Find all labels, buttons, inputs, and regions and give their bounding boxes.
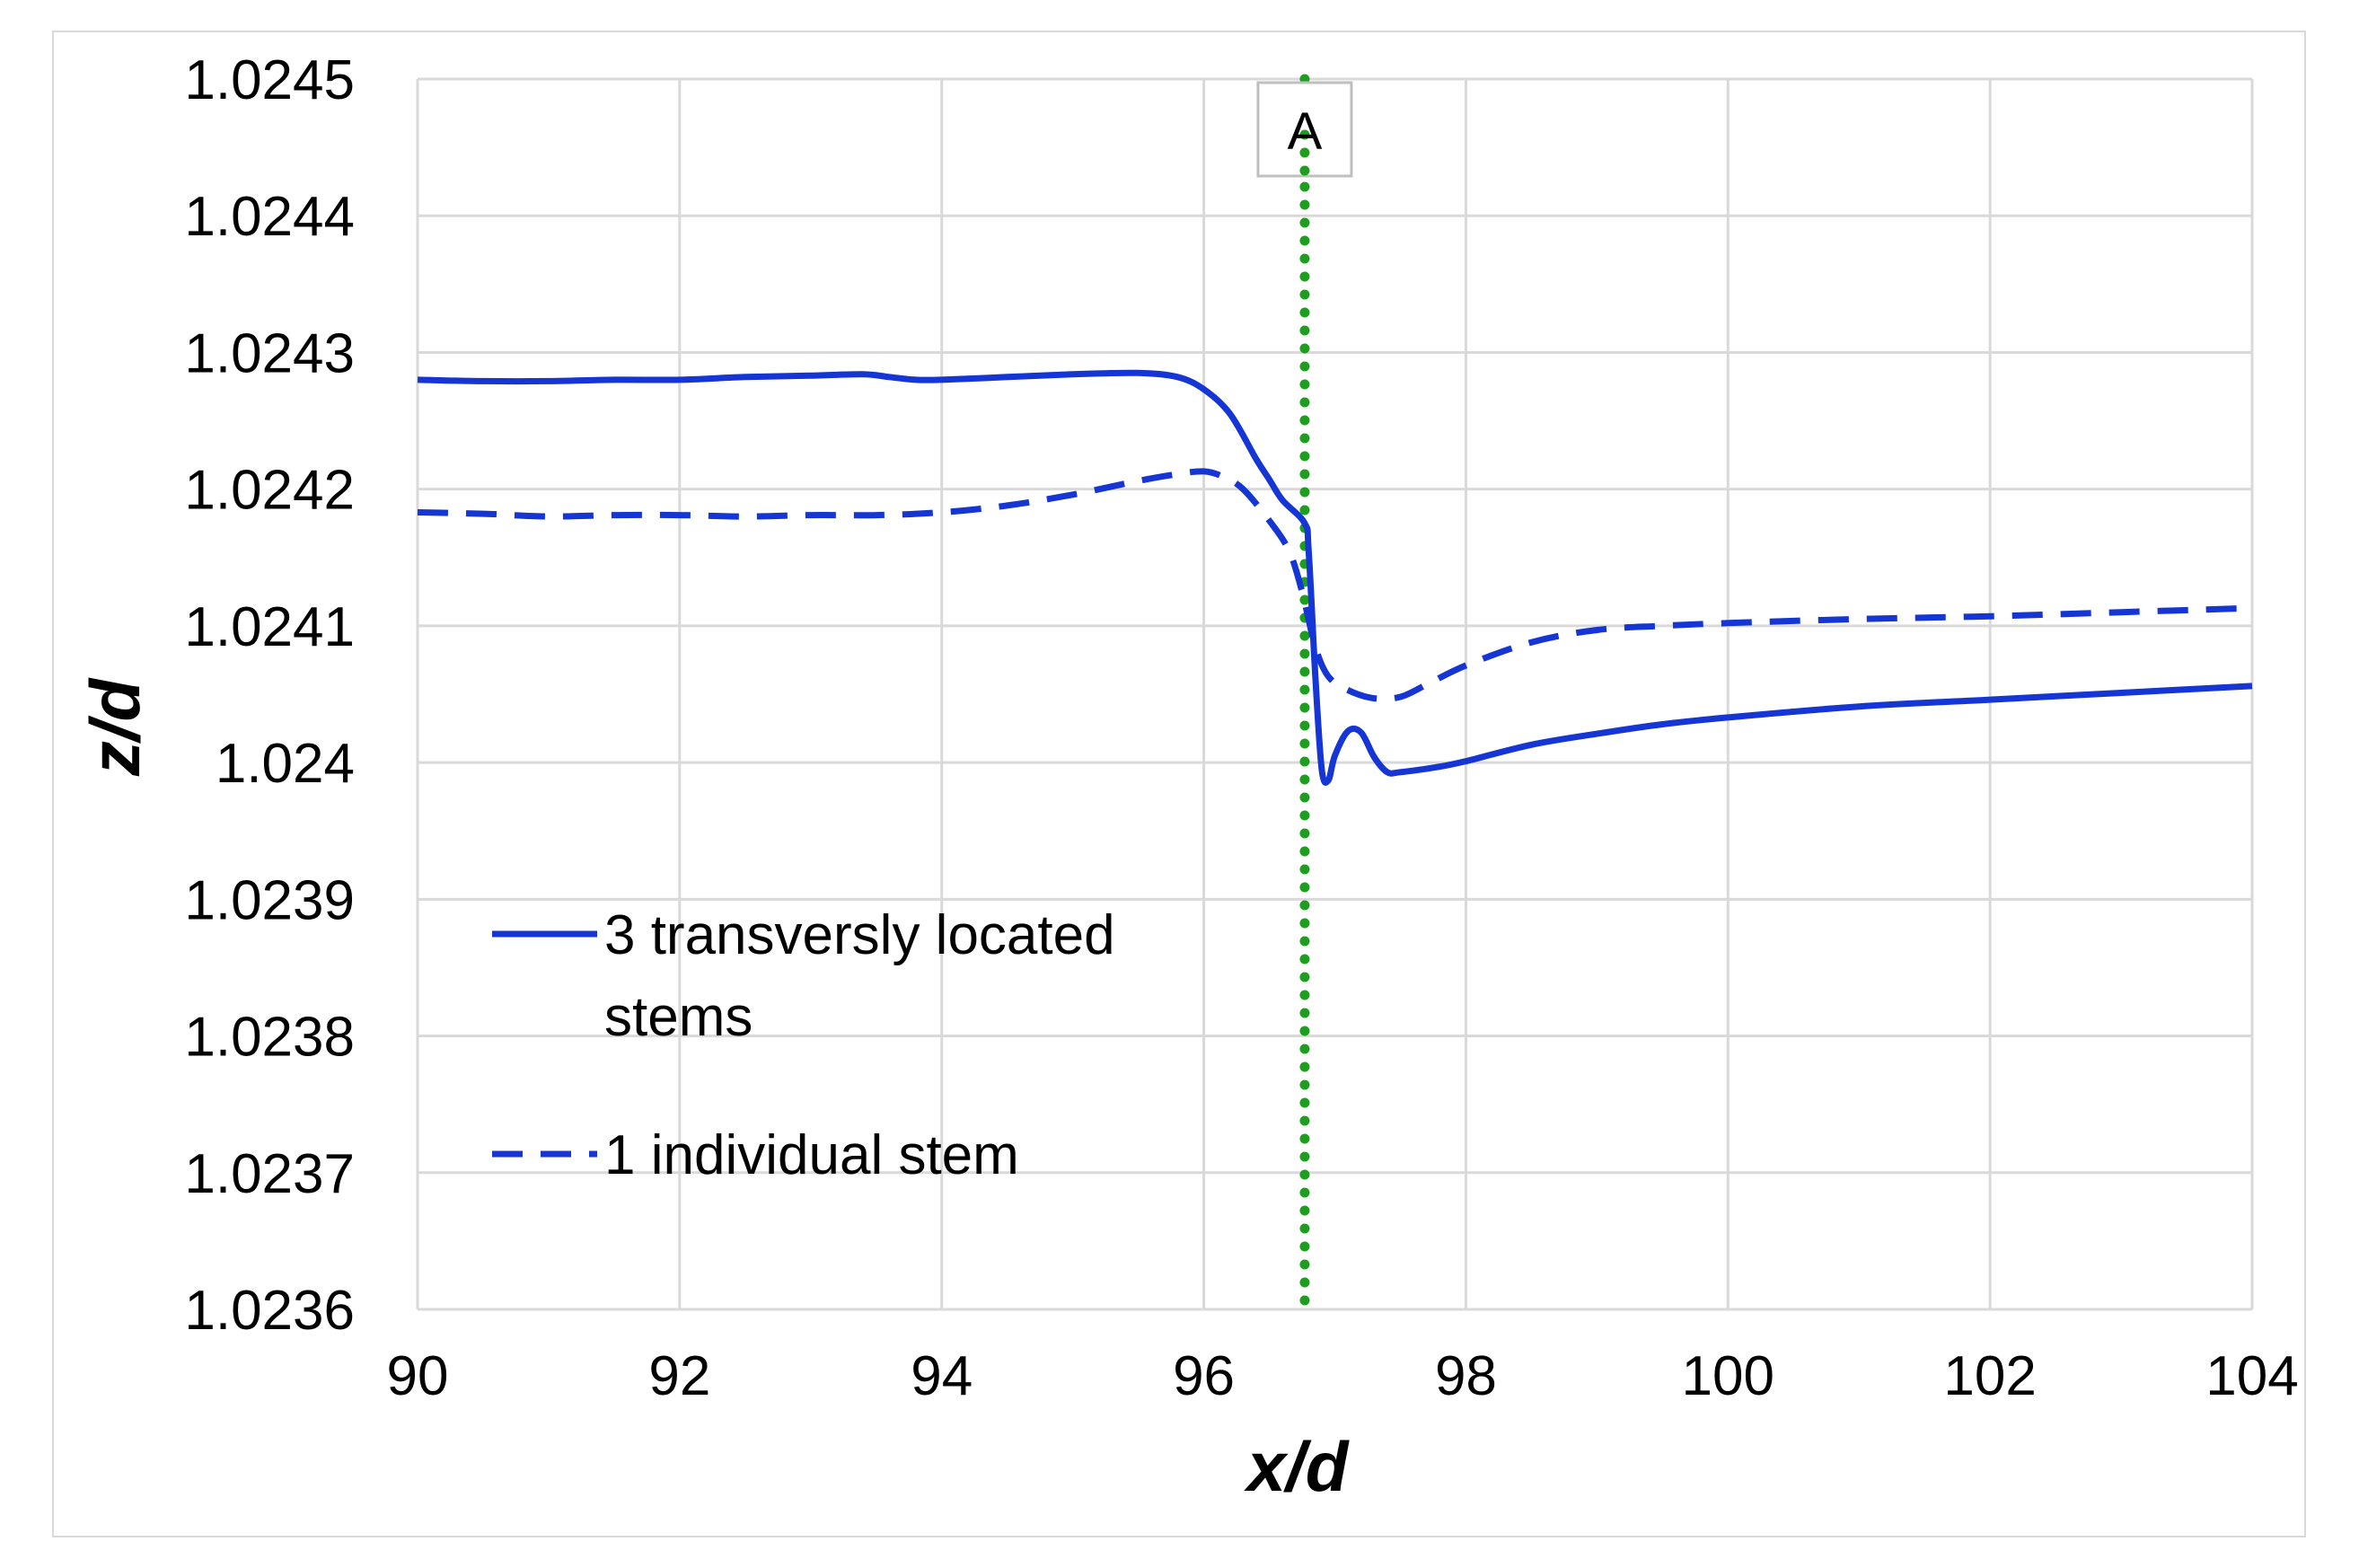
x-tick-label: 102	[1943, 1345, 2036, 1407]
y-axis-title: z/d	[75, 677, 154, 777]
tick-labels: 1.0236 1.0237 1.0238 1.0239 1.024 1.0241 1.024…	[184, 49, 2298, 1407]
legend-label-1-stem: 1 individual stem	[604, 1124, 1019, 1186]
annotation-box	[1256, 81, 1353, 178]
series-line-3-stems	[417, 369, 2253, 786]
y-tick-label: 1.0245	[184, 49, 355, 111]
y-tick-label: 1.0236	[184, 1280, 355, 1342]
x-tick-label: 100	[1682, 1345, 1774, 1407]
y-tick-label: 1.0238	[184, 1007, 355, 1069]
chart-frame	[52, 31, 2306, 1537]
y-tick-label: 1.024	[216, 733, 355, 795]
x-tick-label: 104	[2205, 1345, 2298, 1407]
x-tick-label: 92	[648, 1345, 710, 1407]
x-tick-label: 90	[387, 1345, 449, 1407]
x-tick-label: 94	[911, 1345, 973, 1407]
y-tick-label: 1.0239	[184, 869, 355, 931]
legend-label-3-stems-line2: stems	[604, 986, 753, 1048]
annotation-label: A	[1288, 102, 1323, 161]
annotation-a: A	[1256, 74, 1353, 1315]
series-layer	[417, 369, 2253, 786]
legend: 3 transversly located stems 1 individual s…	[492, 904, 1115, 1186]
legend-label-3-stems: 3 transversly located	[604, 904, 1115, 966]
series-line-1-stem	[417, 468, 2253, 702]
y-tick-label: 1.0241	[184, 596, 355, 658]
x-tick-label: 96	[1173, 1345, 1235, 1407]
y-tick-label: 1.0237	[184, 1143, 355, 1205]
y-tick-label: 1.0242	[184, 460, 355, 522]
x-axis-title: x/d	[1244, 1427, 1350, 1506]
y-tick-label: 1.0244	[184, 186, 355, 248]
axes	[416, 79, 2252, 1311]
x-tick-label: 98	[1435, 1345, 1497, 1407]
y-tick-label: 1.0243	[184, 322, 355, 384]
